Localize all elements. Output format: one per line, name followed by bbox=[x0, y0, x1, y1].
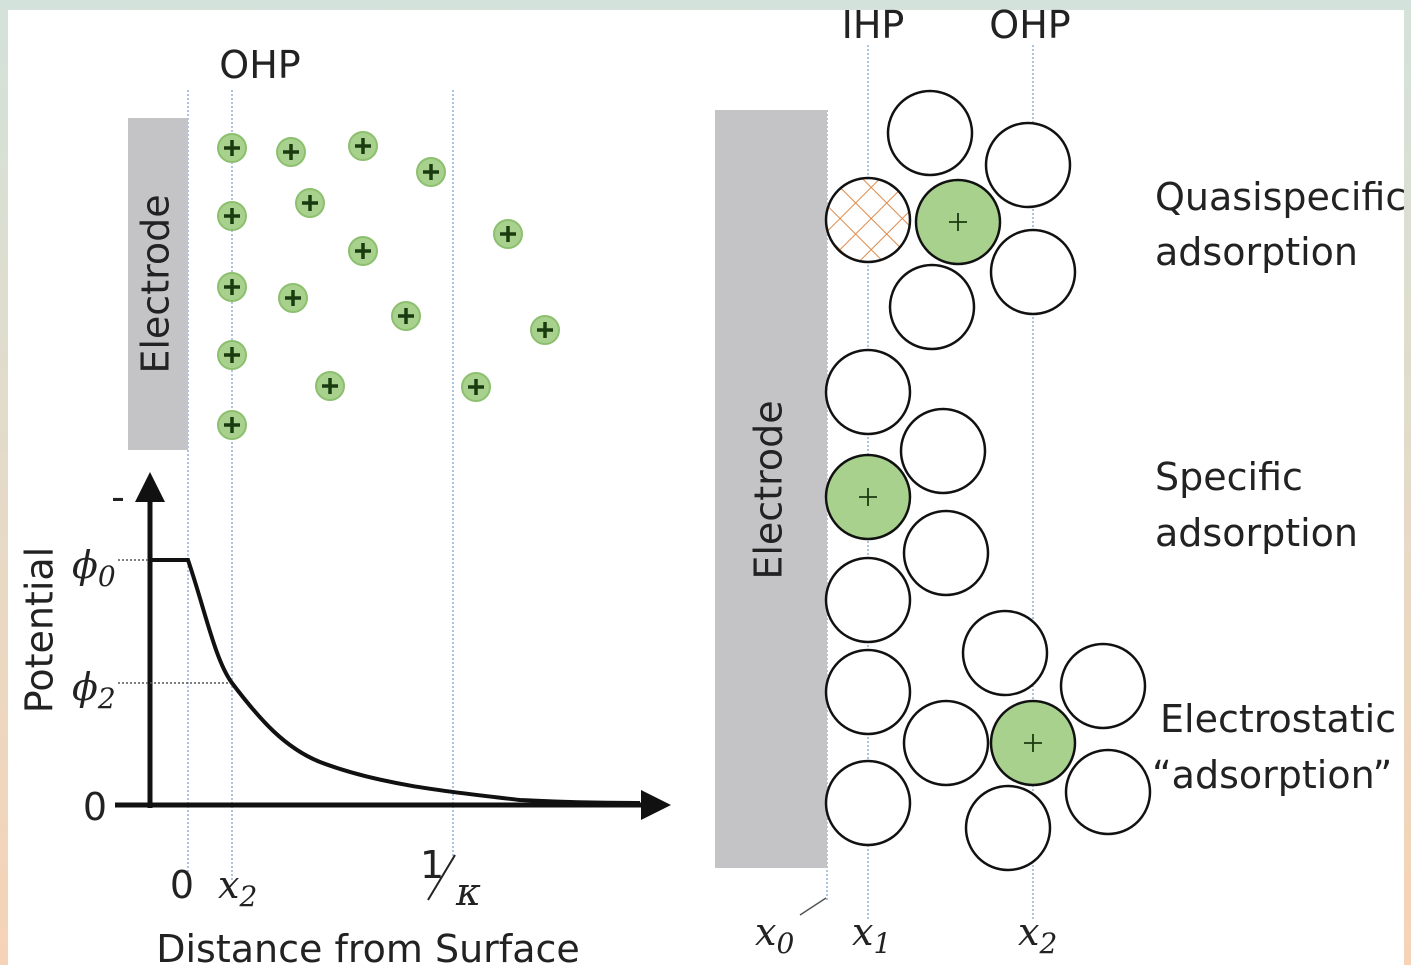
ohp-label: OHP bbox=[989, 3, 1070, 47]
x1-label: x1 bbox=[852, 910, 891, 960]
electrode bbox=[128, 118, 188, 450]
adsorption-label: Quasispecific bbox=[1155, 175, 1406, 219]
molecule bbox=[989, 228, 1077, 316]
molecule bbox=[902, 699, 990, 787]
adsorption-label: “adsorption” bbox=[1152, 753, 1392, 797]
adsorption-label: adsorption bbox=[1155, 230, 1358, 274]
pointer bbox=[799, 897, 827, 916]
left-panel: Electrode OHP - Potential ϕ0 ϕ2 0 0 x2 1… bbox=[18, 43, 671, 965]
molecule bbox=[984, 121, 1072, 209]
molecule bbox=[824, 759, 912, 847]
x-axis-label: Distance from Surface bbox=[156, 927, 580, 965]
electrode-label: Electrode bbox=[747, 400, 791, 579]
x0-label: x0 bbox=[755, 910, 794, 960]
ohp-label: OHP bbox=[219, 43, 300, 87]
electrode-label: Electrode bbox=[134, 194, 178, 373]
phi2-label: ϕ2 bbox=[72, 665, 116, 715]
molecule bbox=[902, 509, 990, 597]
phi0-label: ϕ0 bbox=[72, 543, 116, 593]
x2-label: x2 bbox=[1018, 910, 1057, 960]
adsorption-label: Specific bbox=[1155, 455, 1303, 499]
molecule bbox=[1064, 748, 1152, 836]
electrode bbox=[715, 110, 827, 868]
ions bbox=[217, 131, 560, 440]
adsorption-label: Electrostatic bbox=[1160, 697, 1396, 741]
minus-label: - bbox=[111, 475, 125, 519]
axis-label: Potential bbox=[18, 547, 62, 713]
kappa-den: κ bbox=[455, 870, 481, 914]
molecule bbox=[899, 407, 987, 495]
zero-label: 0 bbox=[170, 863, 194, 907]
molecule bbox=[824, 556, 912, 644]
molecule bbox=[961, 609, 1049, 697]
molecule bbox=[824, 648, 912, 736]
x2-label: x2 bbox=[218, 863, 257, 913]
ihp-label: IHP bbox=[842, 3, 905, 47]
molecules bbox=[824, 89, 1152, 872]
hatched-molecule bbox=[824, 176, 912, 264]
adsorption-label: adsorption bbox=[1155, 511, 1358, 555]
molecule bbox=[824, 348, 912, 436]
fraction-bar bbox=[427, 854, 456, 901]
molecule bbox=[1059, 642, 1147, 730]
molecule bbox=[888, 263, 976, 351]
molecule bbox=[886, 89, 974, 177]
right-panel: Electrode IHP OHP Quasispecific adsorpti… bbox=[715, 3, 1406, 960]
potential-curve bbox=[150, 558, 641, 805]
molecule bbox=[964, 784, 1052, 872]
zero-label: 0 bbox=[83, 785, 107, 829]
